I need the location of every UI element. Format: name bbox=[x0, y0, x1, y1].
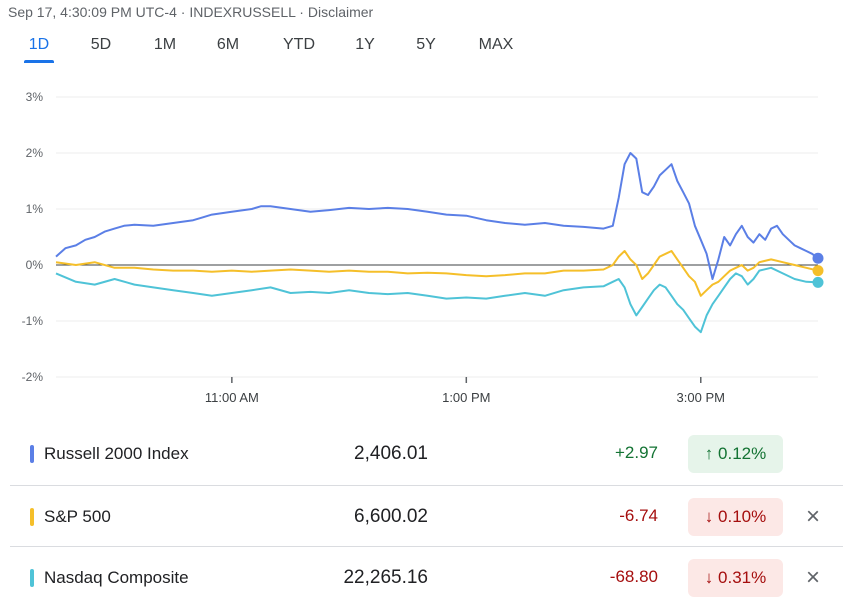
series-endpoint bbox=[812, 265, 824, 277]
x-tick-label: 3:00 PM bbox=[677, 390, 725, 405]
series-percent-badge: ↓ 0.31% bbox=[688, 559, 783, 597]
y-tick-label: 2% bbox=[26, 146, 44, 160]
x-tick-label: 1:00 PM bbox=[442, 390, 490, 405]
arrow-down-icon: ↓ bbox=[704, 568, 714, 587]
series-name: S&P 500 bbox=[44, 507, 111, 526]
index-symbol: INDEXRUSSELL bbox=[189, 4, 296, 20]
series-change: +2.97 bbox=[614, 443, 658, 462]
series-percent-badge: ↓ 0.10% bbox=[688, 498, 783, 536]
tab-1d[interactable]: 1D bbox=[28, 36, 50, 53]
line-chart[interactable]: 3% 2% 1% 0% -1% -2% 11:00 AM 1:00 PM 3:00 PM bbox=[0, 80, 849, 420]
x-tick-label: 11:00 AM bbox=[205, 390, 259, 405]
arrow-down-icon: ↓ bbox=[704, 507, 714, 526]
active-tab-indicator bbox=[24, 60, 54, 63]
time-range-tabs: 1D 5D 1M 6M YTD 1Y 5Y MAX bbox=[0, 36, 849, 64]
tab-max[interactable]: MAX bbox=[478, 36, 514, 53]
series-swatch bbox=[30, 445, 34, 463]
legend-row-sp500[interactable]: S&P 500 6,600.02 -6.74 ↓ 0.10% × bbox=[10, 485, 843, 546]
legend-row-nasdaq[interactable]: Nasdaq Composite 22,265.16 -68.80 ↓ 0.31… bbox=[10, 546, 843, 604]
tab-6m[interactable]: 6M bbox=[216, 36, 240, 53]
series-price: 22,265.16 bbox=[343, 567, 428, 588]
series-percent-badge: ↑ 0.12% bbox=[688, 435, 783, 473]
series-change: -68.80 bbox=[609, 567, 658, 586]
tab-1y[interactable]: 1Y bbox=[355, 36, 375, 53]
tab-ytd[interactable]: YTD bbox=[283, 36, 315, 53]
series-swatch bbox=[30, 569, 34, 587]
tab-5d[interactable]: 5D bbox=[90, 36, 112, 53]
series-change: -6.74 bbox=[619, 506, 658, 525]
header-separator: · bbox=[176, 4, 190, 20]
timestamp: Sep 17, 4:30:09 PM UTC-4 bbox=[8, 4, 177, 20]
series-name: Russell 2000 Index bbox=[44, 444, 189, 463]
series-line bbox=[55, 152, 819, 280]
close-icon[interactable]: × bbox=[805, 503, 820, 530]
series-line bbox=[55, 266, 819, 334]
series-percent: 0.12% bbox=[718, 444, 767, 463]
series-price: 2,406.01 bbox=[354, 443, 428, 464]
chart-header: Sep 17, 4:30:09 PM UTC-4 · INDEXRUSSELL … bbox=[8, 4, 373, 20]
series-percent: 0.31% bbox=[718, 568, 767, 587]
legend-row-russell[interactable]: Russell 2000 Index 2,406.01 +2.97 ↑ 0.12… bbox=[10, 423, 843, 484]
arrow-up-icon: ↑ bbox=[704, 444, 714, 463]
y-tick-label: -2% bbox=[22, 370, 44, 384]
series-line bbox=[55, 250, 819, 297]
close-icon[interactable]: × bbox=[805, 564, 820, 591]
series-endpoint bbox=[812, 252, 824, 264]
disclaimer-link[interactable]: Disclaimer bbox=[307, 4, 374, 20]
series-swatch bbox=[30, 508, 34, 526]
tab-1m[interactable]: 1M bbox=[153, 36, 177, 53]
series-percent: 0.10% bbox=[718, 507, 767, 526]
y-tick-label: 0% bbox=[26, 258, 44, 272]
series-name: Nasdaq Composite bbox=[44, 568, 189, 587]
y-tick-label: 3% bbox=[26, 90, 44, 104]
y-tick-label: -1% bbox=[22, 314, 44, 328]
header-separator: · bbox=[295, 4, 308, 20]
series-endpoint bbox=[812, 276, 824, 288]
y-tick-label: 1% bbox=[26, 202, 44, 216]
tab-5y[interactable]: 5Y bbox=[416, 36, 436, 53]
series-price: 6,600.02 bbox=[354, 506, 428, 527]
